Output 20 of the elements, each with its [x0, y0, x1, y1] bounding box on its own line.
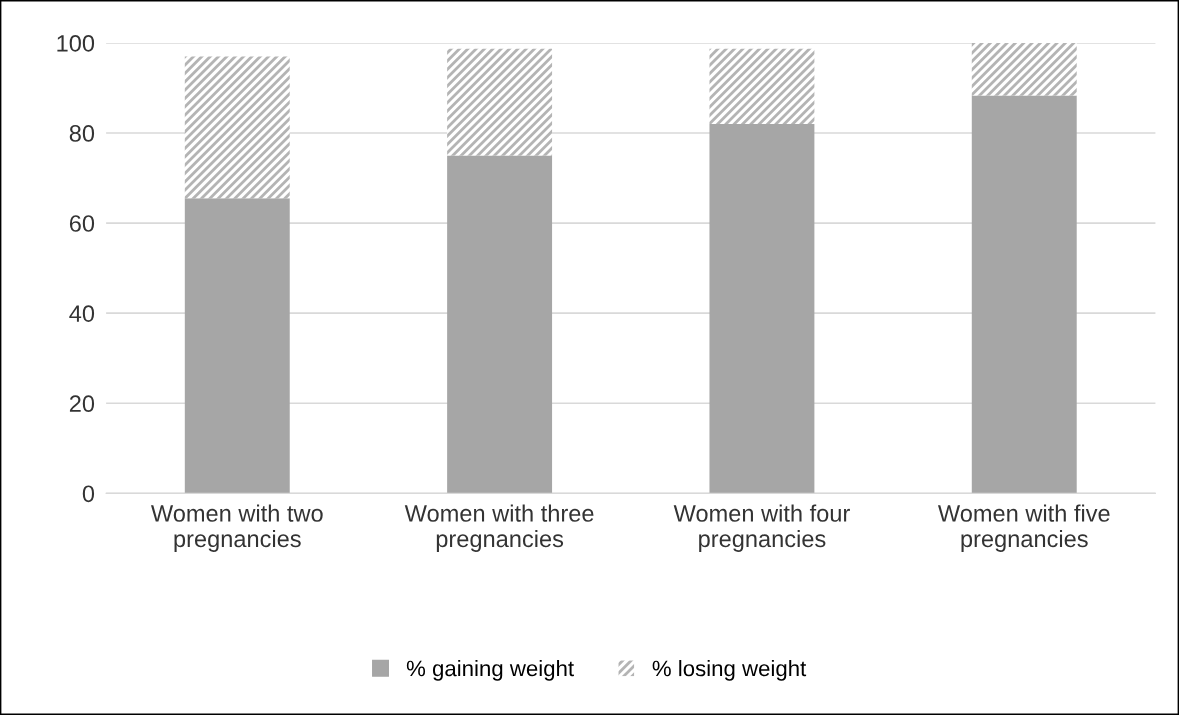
y-tick-label: 0: [82, 485, 95, 503]
legend-label: % losing weight: [652, 659, 807, 681]
y-tick-label: 80: [69, 125, 95, 142]
y-tick-label: 60: [69, 215, 95, 232]
bar: [709, 123, 815, 494]
y-tick-label: 40: [69, 305, 95, 322]
bar: [184, 56, 290, 199]
bar: [447, 155, 553, 494]
bar: [184, 198, 290, 494]
bar: [447, 48, 553, 156]
bar: [709, 48, 815, 124]
x-tick-label: Women with two pregnancies: [150, 504, 323, 552]
legend-label: % gaining weight: [406, 659, 574, 681]
x-tick-label: Women with four pregnancies: [673, 504, 850, 552]
bar: [971, 42, 1077, 96]
y-tick-label: 100: [57, 34, 95, 52]
bar: [971, 95, 1077, 494]
x-tick-label: Women with three pregnancies: [404, 504, 594, 552]
y-tick-label: 20: [69, 395, 95, 413]
x-tick-label: Women with five pregnancies: [937, 504, 1110, 552]
